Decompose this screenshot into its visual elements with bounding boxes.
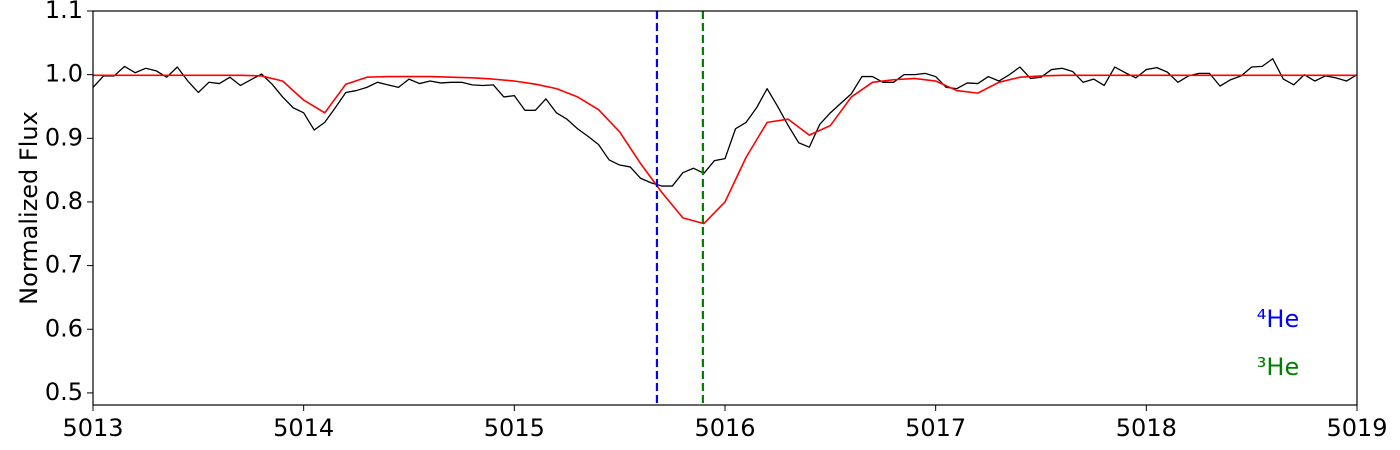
y-tick-label: 0.8 xyxy=(45,187,83,215)
x-tick-label: 5018 xyxy=(1116,414,1177,442)
series-line xyxy=(93,74,1357,225)
x-tick-label: 5019 xyxy=(1326,414,1387,442)
y-tick-label: 1.1 xyxy=(45,0,83,24)
y-tick-label: 0.5 xyxy=(45,378,83,406)
x-tick-label: 5017 xyxy=(905,414,966,442)
y-tick-label: 0.6 xyxy=(45,314,83,342)
y-axis-label: Normalized Flux xyxy=(15,111,43,305)
y-tick-label: 1.0 xyxy=(45,60,83,88)
x-tick-label: 5016 xyxy=(694,414,755,442)
x-tick-label: 5015 xyxy=(484,414,545,442)
annotation: ⁴He xyxy=(1257,305,1299,333)
y-tick-label: 0.7 xyxy=(45,251,83,279)
y-tick-label: 0.9 xyxy=(45,123,83,151)
plot-frame xyxy=(92,10,1358,406)
x-tick-label: 5013 xyxy=(62,414,123,442)
series-line xyxy=(92,58,1358,187)
annotation: ³He xyxy=(1257,353,1299,381)
x-tick-label: 5014 xyxy=(273,414,334,442)
